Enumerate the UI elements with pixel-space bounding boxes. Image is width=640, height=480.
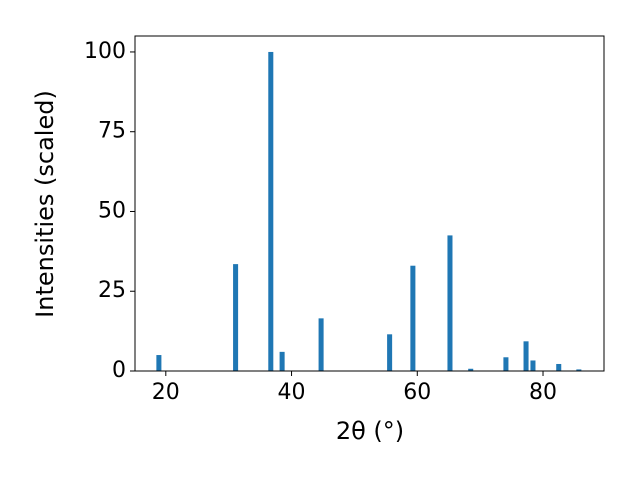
bar bbox=[318, 318, 324, 371]
y-axis-label: Intensities (scaled) bbox=[31, 90, 59, 318]
x-tick-label: 40 bbox=[278, 380, 306, 405]
bar bbox=[268, 51, 274, 371]
bar bbox=[523, 341, 529, 371]
bar bbox=[556, 363, 562, 371]
bar bbox=[279, 351, 285, 371]
x-tick-label: 80 bbox=[529, 380, 557, 405]
y-tick-label: 25 bbox=[98, 278, 126, 303]
y-tick-label: 0 bbox=[112, 358, 126, 383]
bar bbox=[503, 357, 509, 371]
plot-frame bbox=[134, 35, 605, 372]
x-tick-label: 60 bbox=[403, 380, 431, 405]
bar bbox=[156, 355, 162, 371]
y-tick-label: 50 bbox=[98, 198, 126, 223]
y-tick-label: 100 bbox=[84, 39, 126, 64]
x-axis-label: 2θ (°) bbox=[336, 417, 404, 445]
bar bbox=[468, 368, 474, 371]
bar bbox=[410, 265, 416, 371]
bar bbox=[447, 235, 453, 371]
y-tick-label: 75 bbox=[98, 119, 126, 144]
bar bbox=[233, 264, 239, 371]
bar bbox=[530, 360, 536, 371]
bar bbox=[387, 334, 393, 371]
x-tick-label: 20 bbox=[152, 380, 180, 405]
bar bbox=[576, 369, 582, 371]
